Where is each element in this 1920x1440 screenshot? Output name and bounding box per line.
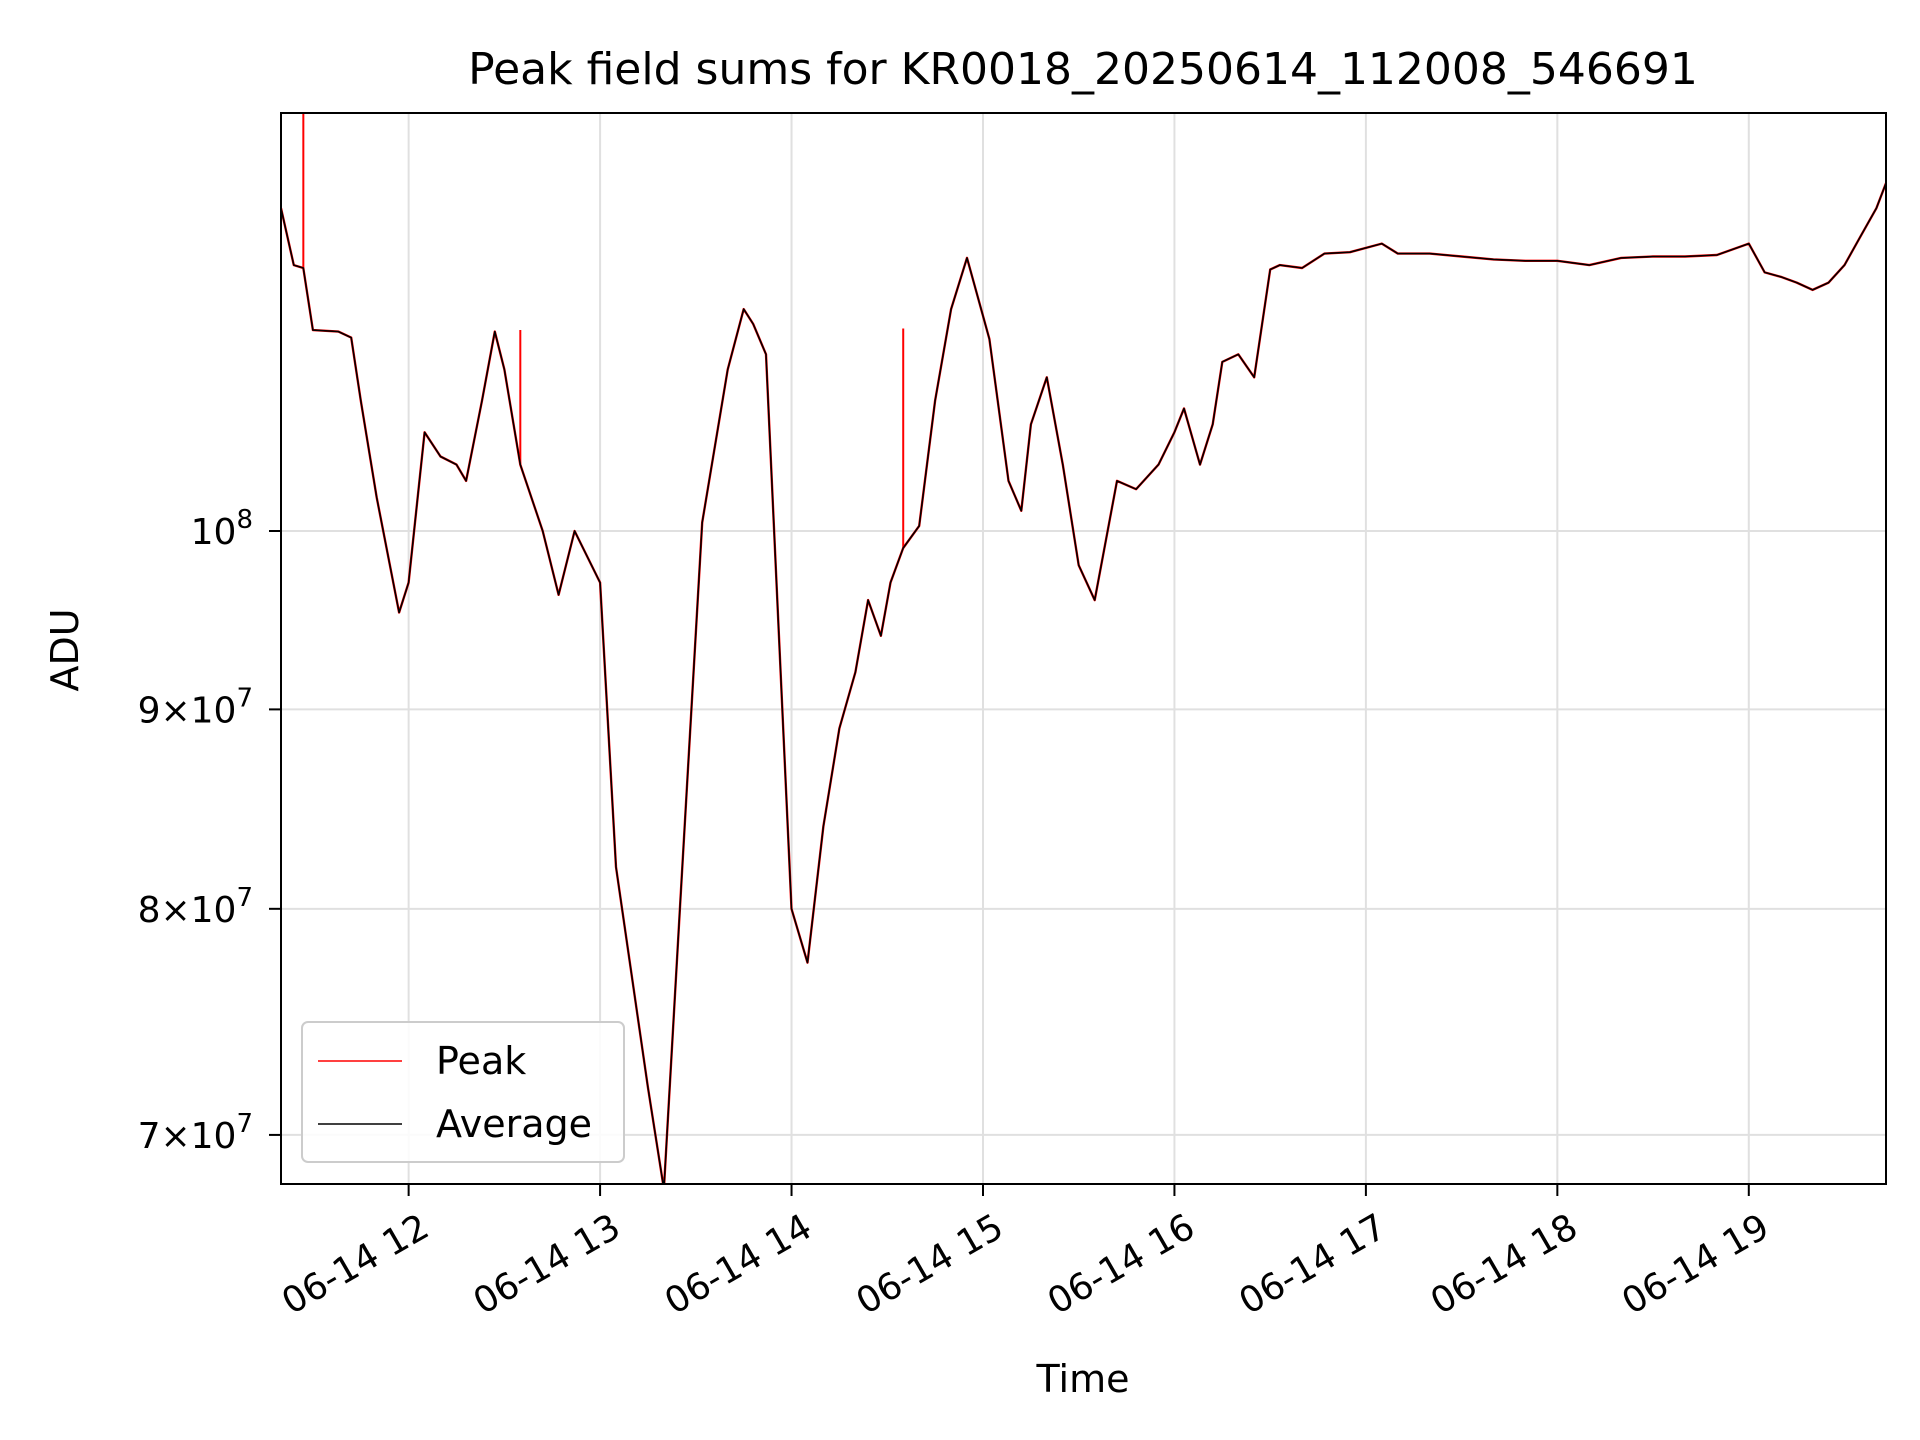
y-tick-label: 108 bbox=[191, 505, 253, 553]
x-tick-label: 06-14 18 bbox=[1424, 1206, 1585, 1322]
x-tick-label: 06-14 13 bbox=[467, 1206, 628, 1322]
x-axis-ticks: 06-14 12 06-14 13 06-14 14 06-14 15 06-14 16… bbox=[275, 1184, 1776, 1323]
grid-lines bbox=[281, 113, 1886, 1184]
x-axis-label: Time bbox=[1036, 1357, 1130, 1401]
series-line-average bbox=[281, 182, 1886, 1184]
x-tick-label: 06-14 14 bbox=[658, 1206, 819, 1322]
y-axis-ticks: 7×107 8×107 9×107 108 bbox=[138, 505, 281, 1157]
y-tick-label: 9×107 bbox=[138, 683, 253, 731]
legend-box bbox=[301, 1021, 625, 1163]
y-axis-label: ADU bbox=[43, 608, 87, 691]
legend-label-average: Average bbox=[436, 1102, 592, 1146]
y-tick-label: 8×107 bbox=[138, 883, 253, 931]
x-tick-label: 06-14 16 bbox=[1041, 1206, 1202, 1322]
legend-label-peak: Peak bbox=[436, 1039, 526, 1083]
y-tick-label: 7×107 bbox=[138, 1109, 253, 1157]
x-tick-label: 06-14 12 bbox=[275, 1206, 436, 1322]
legend: Peak Average bbox=[301, 1021, 625, 1163]
chart-title: Peak field sums for KR0018_20250614_1120… bbox=[468, 44, 1698, 95]
x-tick-label: 06-14 17 bbox=[1233, 1206, 1394, 1322]
series-average bbox=[281, 182, 1886, 1184]
plot-series bbox=[281, 113, 1886, 1184]
x-tick-label: 06-14 15 bbox=[850, 1206, 1011, 1322]
plot-area-frame bbox=[280, 112, 1887, 1185]
x-tick-label: 06-14 19 bbox=[1615, 1206, 1776, 1322]
